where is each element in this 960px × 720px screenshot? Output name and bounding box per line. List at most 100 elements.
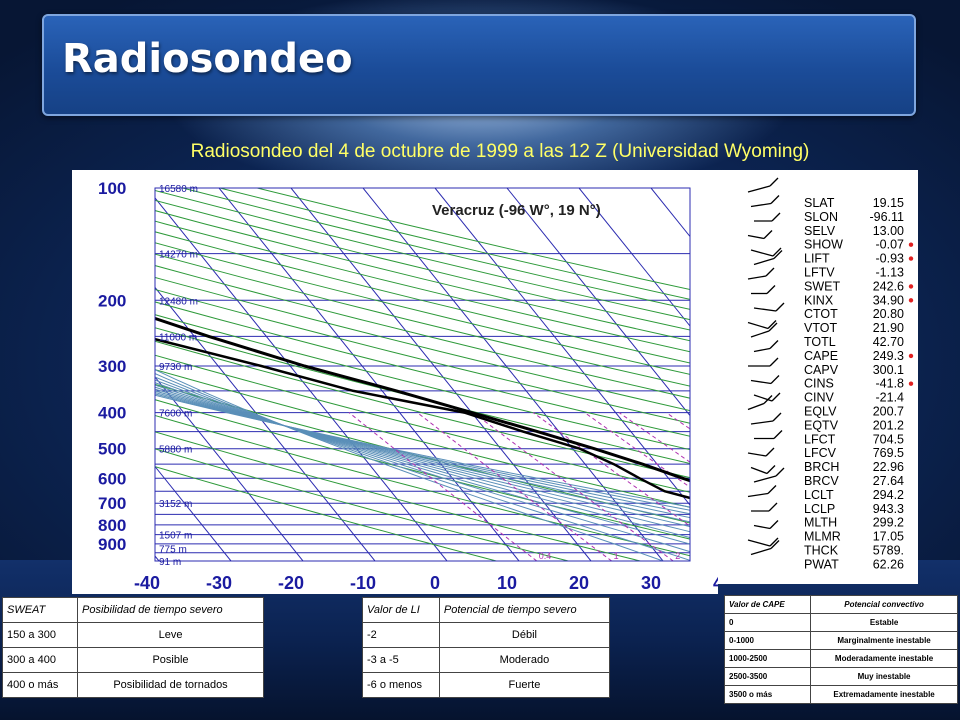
index-value: 27.64: [873, 474, 904, 488]
pressure-tick-label: 100: [98, 179, 126, 198]
li-header-0: Valor de LI: [362, 597, 440, 623]
moist-adiabat: [155, 386, 690, 528]
sweat-header-0: SWEAT: [1, 597, 79, 623]
dry-adiabat: [155, 220, 690, 353]
wind-barb: [753, 347, 771, 353]
sounding-point: [536, 431, 538, 433]
wind-barb-flag: [765, 267, 775, 277]
index-flag-dot: [908, 381, 914, 386]
wind-barb-flag: [767, 485, 777, 494]
sounding-point: [143, 336, 144, 337]
wind-barb-flag: [765, 447, 775, 457]
index-name: PWAT: [804, 557, 839, 571]
isotherm-line: [72, 188, 87, 561]
index-name: SLAT: [804, 196, 835, 210]
index-name: CAPE: [804, 349, 838, 363]
index-name: BRCV: [804, 474, 839, 488]
height-label: 11000 m: [159, 332, 197, 343]
mixing-ratio-line: [665, 412, 690, 430]
pressure-tick-label: 800: [98, 516, 126, 535]
index-name: CTOT: [804, 307, 838, 321]
cape-cell: Extremadamente inestable: [810, 685, 958, 704]
temperature-tick-label: -30: [206, 573, 232, 593]
index-name: LFTV: [804, 266, 835, 280]
moist-adiabat: [155, 388, 690, 523]
sweat-table: SWEAT Posibilidad de tiempo severo 150 a…: [1, 597, 264, 698]
moist-adiabat: [155, 376, 690, 553]
wind-barb-flag: [768, 322, 778, 332]
sounding-point: [463, 411, 466, 414]
index-name: LFCT: [804, 432, 836, 446]
wind-barb: [750, 249, 774, 257]
chart-title: Veracruz (-96 W°, 19 N°): [432, 202, 601, 219]
index-name: EQTV: [804, 418, 839, 432]
index-value: 34.90: [873, 293, 904, 307]
title-bar: [42, 14, 916, 116]
dry-adiabat: [155, 210, 690, 342]
wind-barb-flag: [772, 247, 782, 257]
wind-barb-flag: [771, 212, 781, 222]
mixing-ratio-label: 1: [614, 551, 619, 561]
mixing-ratio-line: [472, 412, 674, 561]
wind-barb: [747, 234, 765, 240]
sounding-point: [663, 490, 666, 492]
index-value: 201.2: [873, 418, 904, 432]
index-value: 42.70: [873, 335, 904, 349]
index-name: CAPV: [804, 363, 839, 377]
sweat-cell: 400 o más: [1, 672, 79, 698]
mixing-ratio-line: [708, 413, 718, 561]
moist-adiabat: [155, 384, 690, 533]
index-value: -1.13: [876, 266, 905, 280]
index-flag-dot: [908, 353, 914, 359]
wind-barb: [747, 402, 765, 411]
index-flag-dot: [908, 256, 914, 261]
height-label: 12480 m: [159, 296, 198, 307]
wind-barb: [747, 492, 769, 498]
index-value: 21.90: [873, 321, 904, 335]
index-name: LCLT: [804, 488, 834, 502]
moist-adiabat: [155, 369, 664, 561]
isotherm-line: [155, 465, 232, 561]
index-name: CINS: [804, 377, 834, 391]
pressure-tick-label: 700: [98, 494, 126, 513]
moist-adiabat: [155, 391, 690, 515]
index-name: CINV: [804, 391, 835, 405]
dry-adiabat: [155, 288, 690, 424]
index-value: -96.11: [869, 210, 904, 224]
cape-cell: Moderadamente inestable: [810, 649, 958, 668]
height-label: 5880 m: [159, 445, 192, 456]
wind-barb-flag: [772, 412, 782, 422]
index-name: LFCV: [804, 446, 837, 460]
mixing-ratio-label: 2: [675, 551, 680, 561]
index-value: 242.6: [873, 279, 904, 293]
sounding-point: [613, 463, 615, 465]
temperature-trace: [155, 316, 690, 483]
slide-title: Radiosondeo: [62, 36, 353, 82]
pressure-tick-label: 300: [98, 357, 126, 376]
sweat-cell: Posible: [77, 647, 264, 673]
dry-adiabat: [155, 354, 690, 493]
moist-adiabat: [155, 390, 690, 519]
dry-adiabat: [155, 431, 641, 561]
skewt-panel: [72, 170, 718, 594]
index-name: KINX: [804, 293, 834, 307]
wind-barb: [747, 452, 767, 457]
cape-cell: Muy inestable: [810, 667, 958, 686]
sounding-point: [352, 390, 355, 392]
plot-frame: [154, 187, 691, 562]
isotherm-line: [362, 188, 664, 561]
dry-adiabat: [155, 448, 569, 561]
height-label: 3152 m: [159, 499, 192, 510]
slide-subtitle: Radiosondeo del 4 de octubre de 1999 a l…: [190, 141, 810, 162]
moist-adiabat: [155, 373, 690, 561]
isotherm-line: [155, 376, 304, 561]
indices-panel: [718, 170, 918, 584]
pressure-tick-label: 900: [98, 535, 126, 554]
index-value: 704.5: [873, 432, 904, 446]
index-name: EQLV: [804, 405, 837, 419]
height-label: 16580 m: [159, 184, 198, 195]
index-name: SELV: [804, 224, 836, 238]
moist-adiabat: [155, 379, 690, 545]
index-value: 5789.: [873, 544, 904, 558]
isotherm-line: [506, 188, 690, 417]
